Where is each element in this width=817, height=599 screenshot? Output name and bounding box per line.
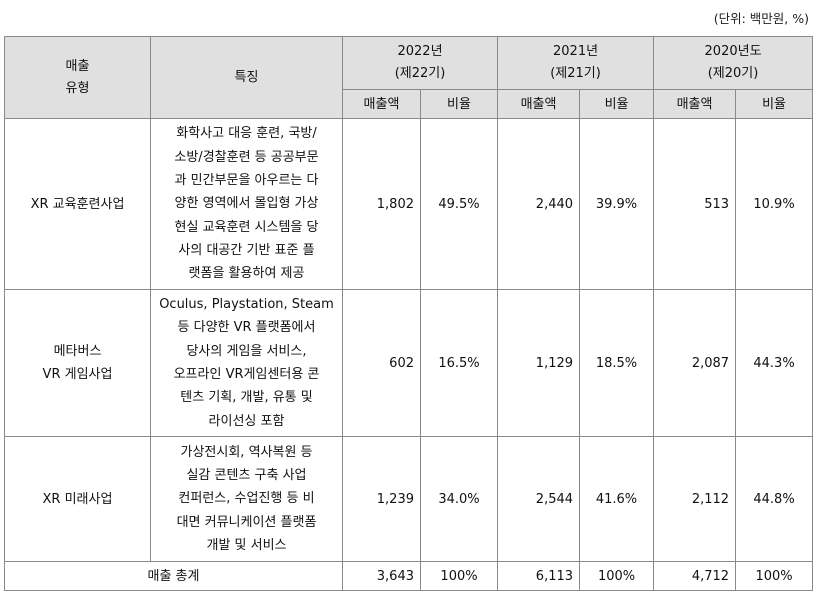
total-sales-2020: 4,712 [653,561,737,591]
header-ratio-2020: 비율 [735,89,814,119]
row-sales-type: XR 교육훈련사업 [4,118,151,290]
header-sales-2022: 매출액 [342,89,421,119]
header-ratio-2021: 비율 [579,89,655,119]
sales-2022: 602 [342,289,421,437]
ratio-2020: 10.9% [735,118,814,290]
sales-2020: 2,112 [653,436,737,562]
header-year-label: 2022년 [397,44,443,59]
feature-line: 개발 및 서비스 [206,537,287,553]
feature-line: 현실 교육훈련 시스템을 당 [174,219,319,235]
header-ratio-2022: 비율 [419,89,499,119]
feature-line: 가상전시회, 역사복원 등 [180,444,313,460]
feature-line: 과 민간부문을 아우르는 다 [174,173,319,189]
feature-line: Oculus, Playstation, Steam [159,297,334,313]
header-period-label: (제20기) [707,66,759,81]
sales-table: 매출 유형 특징 2022년 (제22기) 2021년 (제21기) 2020년… [4,36,814,591]
sales-2022: 1,802 [342,118,421,290]
header-year-2021: 2021년 (제21기) [497,36,655,90]
header-sales-type-line2: 유형 [65,80,90,96]
feature-line: 라이선싱 포함 [208,413,285,429]
ratio-2022: 16.5% [419,289,499,437]
total-sales-2021: 6,113 [497,561,581,591]
header-sales-type-line1: 매출 [65,58,90,74]
table-row: 메타버스 VR 게임사업 Oculus, Playstation, Steam … [4,289,814,437]
sales-type-line: XR 미래사업 [42,491,113,507]
sales-2021: 2,544 [497,436,581,562]
total-sales-2022: 3,643 [342,561,421,591]
row-sales-type: 메타버스 VR 게임사업 [4,289,151,437]
total-row: 매출 총계 3,643 100% 6,113 100% 4,712 100% [4,561,814,591]
sales-type-line: VR 게임사업 [42,367,113,382]
table-row: XR 미래사업 가상전시회, 역사복원 등 실감 콘텐츠 구축 사업 컨퍼런스,… [4,436,814,562]
sales-type-line: XR 교육훈련사업 [30,196,125,212]
feature-line: 실감 콘텐츠 구축 사업 [186,468,307,484]
header-year-2022: 2022년 (제22기) [341,36,499,90]
feature-line: 등 다양한 VR 플랫폼에서 [177,320,316,336]
header-sales-type: 매출 유형 [4,36,151,119]
sales-2021: 1,129 [497,289,581,437]
feature-line: 사의 대공간 기반 표준 플 [178,242,315,258]
total-ratio-2022: 100% [419,561,499,591]
table-row: XR 교육훈련사업 화학사고 대응 훈련, 국방/ 소방/경찰훈련 등 공공부문… [4,118,814,290]
header-period-label: (제22기) [394,66,446,81]
feature-line: 당사의 게임을 서비스, [186,343,307,359]
ratio-2021: 39.9% [579,118,655,290]
header-sales-2021: 매출액 [497,89,581,119]
sales-2021: 2,440 [497,118,581,290]
row-feature: Oculus, Playstation, Steam 등 다양한 VR 플랫폼에… [150,289,343,437]
ratio-2022: 49.5% [419,118,499,290]
row-feature: 화학사고 대응 훈련, 국방/ 소방/경찰훈련 등 공공부문 과 민간부문을 아… [150,118,343,290]
unit-note: (단위: 백만원, %) [713,11,809,26]
feature-line: 텐츠 기획, 개발, 유통 및 [180,390,313,406]
ratio-2022: 34.0% [419,436,499,562]
header-year-label: 2021년 [553,44,599,59]
total-ratio-2020: 100% [735,561,814,591]
feature-line: 대면 커뮤니케이션 플랫폼 [176,514,317,530]
sales-2020: 2,087 [653,289,737,437]
feature-line: 소방/경찰훈련 등 공공부문 [174,149,319,165]
feature-line: 랫폼을 활용하여 제공 [188,266,305,282]
row-feature: 가상전시회, 역사복원 등 실감 콘텐츠 구축 사업 컨퍼런스, 수업진행 등 … [150,436,343,562]
ratio-2021: 41.6% [579,436,655,562]
feature-line: 컨퍼런스, 수업진행 등 비 [178,491,315,507]
ratio-2021: 18.5% [579,289,655,437]
total-label: 매출 총계 [4,561,343,591]
header-period-label: (제21기) [550,66,601,81]
header-sales-2020: 매출액 [653,89,737,119]
feature-line: 화학사고 대응 훈련, 국방/ [176,126,317,142]
header-feature: 특징 [150,36,343,119]
feature-line: 양한 영역에서 몰입형 가상 [174,196,319,212]
sales-2020: 513 [653,118,737,290]
ratio-2020: 44.8% [735,436,814,562]
sales-type-line: 메타버스 [53,344,102,359]
total-ratio-2021: 100% [579,561,655,591]
header-year-2020: 2020년도 (제20기) [653,36,814,90]
sales-2022: 1,239 [342,436,421,562]
row-sales-type: XR 미래사업 [4,436,151,562]
ratio-2020: 44.3% [735,289,814,437]
feature-line: 오프라인 VR게임센터용 콘 [173,367,320,382]
header-year-label: 2020년도 [704,44,762,59]
